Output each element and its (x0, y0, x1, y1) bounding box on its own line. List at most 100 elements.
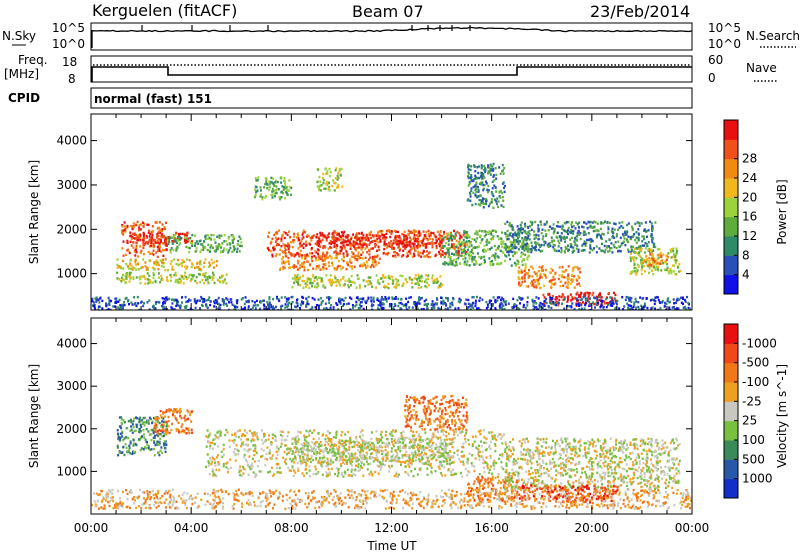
data-cell (175, 262, 178, 266)
data-cell (640, 257, 643, 260)
data-cell (405, 255, 408, 258)
data-cell (571, 298, 574, 301)
data-cell (266, 187, 269, 190)
data-cell (597, 301, 600, 305)
data-cell (173, 298, 175, 301)
data-cell (120, 308, 122, 310)
data-cell (211, 278, 214, 281)
data-cell (610, 242, 613, 245)
data-cell (178, 304, 181, 308)
data-cell (321, 176, 324, 180)
data-cell (191, 431, 194, 434)
data-cell (411, 306, 414, 309)
data-cell (459, 244, 462, 248)
data-cell (178, 234, 181, 238)
data-cell (352, 440, 355, 443)
data-cell (203, 300, 205, 303)
data-cell (501, 245, 503, 248)
data-cell (538, 304, 541, 307)
data-cell (223, 240, 226, 243)
data-cell (157, 300, 160, 304)
data-cell (472, 191, 475, 194)
data-cell (319, 189, 322, 192)
data-cell (500, 240, 503, 243)
data-cell (527, 231, 530, 234)
data-cell (532, 283, 535, 287)
data-cell (361, 298, 364, 301)
data-cell (315, 258, 318, 262)
data-cell (206, 234, 209, 237)
data-cell (342, 303, 345, 306)
data-cell (667, 297, 670, 300)
data-cell (383, 298, 386, 301)
data-cell (646, 244, 649, 248)
data-cell (662, 253, 665, 256)
data-cell (447, 239, 450, 243)
data-cell (144, 261, 147, 264)
data-cell (615, 235, 618, 238)
data-cell (524, 222, 526, 226)
data-cell (427, 255, 430, 259)
data-cell (297, 239, 300, 242)
data-cell (328, 242, 331, 245)
data-cell (605, 297, 608, 301)
data-cell (523, 277, 526, 280)
data-cell (678, 270, 680, 273)
data-cell (212, 273, 215, 277)
data-cell (464, 250, 466, 253)
data-cell (463, 254, 466, 258)
data-cell (576, 232, 579, 235)
data-cell (514, 233, 517, 236)
data-cell (420, 277, 423, 280)
data-cell (407, 232, 410, 236)
data-cell (156, 261, 159, 264)
data-cell (479, 235, 482, 239)
data-cell (566, 300, 569, 303)
data-cell (190, 428, 193, 431)
data-cell (516, 233, 519, 236)
data-cell (473, 258, 476, 261)
data-cell (575, 303, 578, 306)
data-cell (296, 232, 299, 235)
data-cell (468, 242, 471, 245)
data-cell (165, 433, 168, 436)
data-cell (368, 248, 370, 252)
data-cell (448, 247, 451, 250)
data-cell (542, 293, 545, 297)
data-cell (166, 278, 169, 281)
data-cell (502, 181, 505, 184)
data-cell (437, 286, 440, 289)
data-cell (340, 235, 343, 238)
data-cell (129, 234, 132, 238)
freq-label-line1: Freq. (18, 53, 48, 67)
data-cell (558, 241, 561, 245)
data-cell (606, 296, 608, 299)
data-cell (461, 243, 464, 247)
data-cell (180, 410, 182, 413)
data-cell (481, 199, 484, 203)
data-cell (563, 297, 566, 301)
data-cell (608, 245, 610, 248)
data-cell (326, 183, 329, 187)
data-cell (162, 265, 165, 269)
data-cell (666, 266, 669, 269)
data-cell (160, 235, 163, 238)
data-cell (317, 249, 320, 252)
data-cell (148, 308, 151, 310)
data-cell (535, 273, 538, 277)
data-cell (319, 231, 322, 235)
data-cell (676, 298, 679, 302)
data-cell (109, 308, 112, 310)
data-cell (566, 276, 569, 279)
nsearch-tick-top: 10^5 (708, 21, 741, 35)
data-cell (541, 249, 544, 253)
colorbar-swatch (724, 255, 738, 276)
data-cell (634, 297, 637, 301)
data-cell (216, 278, 219, 281)
data-cell (567, 249, 570, 253)
data-cell (629, 296, 632, 300)
data-cell (465, 240, 468, 243)
data-cell (285, 255, 288, 258)
data-cell (337, 253, 340, 256)
data-cell (220, 431, 223, 434)
